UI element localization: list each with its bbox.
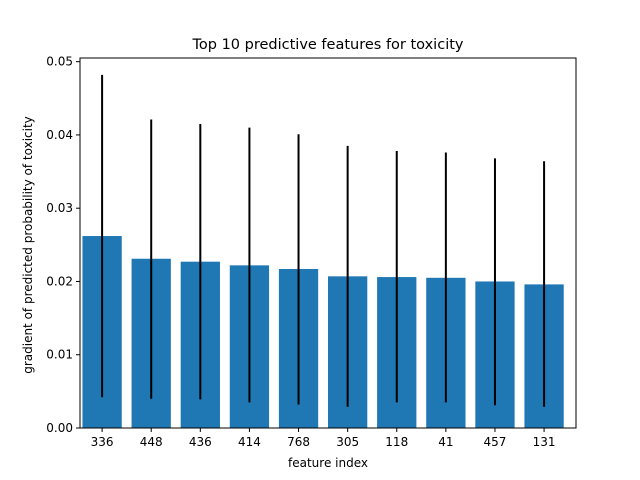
plot-frame	[79, 57, 577, 429]
chart-title: Top 10 predictive features for toxicity	[192, 37, 464, 53]
error-bars-group	[101, 74, 546, 407]
y-axis: 0.00 0.01 0.02 0.03 0.04 0.05	[46, 55, 80, 435]
x-axis-label: feature index	[288, 456, 368, 470]
y-tick-label: 0.05	[46, 55, 73, 69]
y-tick-label: 0.02	[46, 274, 73, 288]
x-tick-label: 118	[385, 435, 408, 449]
x-axis: 336 448 436 414 768 305 118 41 457 131	[91, 428, 556, 449]
y-tick-label: 0.04	[46, 128, 73, 142]
x-tick-label: 414	[238, 435, 261, 449]
x-tick-label: 305	[336, 435, 359, 449]
x-tick-label: 457	[484, 435, 507, 449]
x-tick-label: 436	[189, 435, 212, 449]
y-tick-label: 0.03	[46, 201, 73, 215]
y-tick-label: 0.01	[46, 348, 73, 362]
y-axis-label: gradient of predicted probability of tox…	[21, 116, 35, 374]
x-tick-label: 448	[140, 435, 163, 449]
x-tick-label: 131	[533, 435, 556, 449]
x-tick-label: 768	[287, 435, 310, 449]
y-tick-label: 0.00	[46, 421, 73, 435]
bars-group	[82, 236, 564, 428]
x-tick-label: 336	[91, 435, 114, 449]
x-tick-label: 41	[438, 435, 453, 449]
